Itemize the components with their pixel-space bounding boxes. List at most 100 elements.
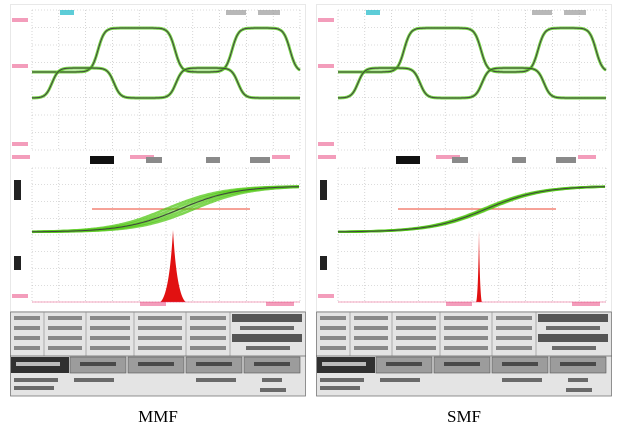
table-cell: [190, 316, 226, 320]
softkey-label-1: [80, 362, 116, 366]
table-cell: [138, 336, 182, 340]
table-cell: [190, 336, 226, 340]
softkey-sub-2: [380, 378, 420, 382]
div-label: [578, 155, 596, 159]
table-cell: [48, 316, 82, 320]
bottom-center-label: [140, 302, 166, 306]
softkey-sub-6: [566, 388, 592, 392]
timebase-label: [12, 155, 30, 159]
table-cell: [396, 316, 436, 320]
menu-tab-1: [532, 10, 552, 15]
softkey-sub-6: [260, 388, 286, 392]
softkey-sub-4: [262, 378, 282, 382]
jitter-band: [32, 185, 299, 233]
table-cell: [354, 316, 388, 320]
menu-tab-2: [258, 10, 280, 15]
status-readout-2: [206, 157, 220, 163]
status-readout-3: [556, 157, 576, 163]
status-line-1: [546, 326, 600, 330]
lower-trace: [338, 67, 606, 99]
top-scale-label: [318, 18, 334, 22]
table-cell: [190, 326, 226, 330]
table-cell: [138, 346, 182, 350]
table-cell: [354, 336, 388, 340]
histogram-peak: [160, 230, 186, 302]
table-cell: [190, 346, 226, 350]
softkey-sub-3: [196, 378, 236, 382]
table-cell: [48, 346, 82, 350]
table-cell: [90, 316, 130, 320]
table-cell: [90, 336, 130, 340]
upper-trace: [338, 27, 607, 73]
softkey-sub-3: [502, 378, 542, 382]
table-cell: [90, 326, 130, 330]
delay-label: [130, 155, 154, 159]
measurement-table: [10, 311, 306, 397]
softkey-active-label: [322, 362, 366, 366]
menu-tab-1: [226, 10, 246, 15]
smf-caption: SMF: [446, 407, 482, 426]
table-cell: [496, 336, 532, 340]
bottom-right-label: [572, 302, 600, 306]
status-header-2: [232, 334, 302, 342]
top-scale-label: [12, 18, 28, 22]
table-cell: [320, 336, 346, 340]
channel-marker-2: [320, 256, 327, 270]
softkey-active-label: [16, 362, 60, 366]
histogram-peak: [476, 230, 482, 302]
bottom-scale-label: [12, 294, 28, 298]
lower-trace: [32, 67, 300, 99]
table-cell: [48, 336, 82, 340]
div-label: [272, 155, 290, 159]
bottom-scale-label: [318, 294, 334, 298]
table-cell: [444, 346, 488, 350]
table-cell: [354, 346, 388, 350]
mmf-oscilloscope-screen: [10, 4, 306, 397]
status-readout-3: [250, 157, 270, 163]
softkey-label-2: [444, 362, 480, 366]
channel-marker-1: [320, 180, 327, 200]
table-cell: [444, 336, 488, 340]
table-cell: [14, 346, 40, 350]
status-line-1: [240, 326, 294, 330]
softkey-sub-5: [14, 386, 54, 390]
histogram-button: [396, 156, 420, 164]
upper-trace: [32, 27, 301, 73]
softkey-label-1: [386, 362, 422, 366]
table-cell: [396, 336, 436, 340]
table-cell: [138, 316, 182, 320]
softkey-sub-4: [568, 378, 588, 382]
softkey-label-3: [196, 362, 232, 366]
channel-marker-2: [14, 256, 21, 270]
channel-marker-1: [14, 180, 21, 200]
table-cell: [48, 326, 82, 330]
low-scale-label: [318, 142, 334, 146]
status-readout-1: [452, 157, 468, 163]
softkey-sub-5: [320, 386, 360, 390]
table-cell: [90, 346, 130, 350]
table-cell: [444, 316, 488, 320]
top-grid: [337, 9, 607, 151]
edge-trace: [338, 186, 606, 233]
table-cell: [14, 326, 40, 330]
softkey-label-4: [254, 362, 290, 366]
status-line-2: [246, 346, 290, 350]
delay-label: [436, 155, 460, 159]
status-header: [232, 314, 302, 322]
mid-scale-label: [12, 64, 28, 68]
bottom-center-label: [446, 302, 472, 306]
status-readout-2: [512, 157, 526, 163]
softkey-sub-1: [320, 378, 364, 382]
table-cell: [320, 326, 346, 330]
edge-trace: [32, 186, 300, 233]
smf-panel: [316, 4, 612, 397]
run-indicator: [60, 10, 74, 15]
table-cell: [138, 326, 182, 330]
mmf-panel: [10, 4, 306, 397]
mid-scale-label: [318, 64, 334, 68]
table-cell: [496, 326, 532, 330]
mmf-caption: MMF: [138, 407, 178, 426]
table-cell: [444, 326, 488, 330]
softkey-sub-2: [74, 378, 114, 382]
table-cell: [320, 316, 346, 320]
